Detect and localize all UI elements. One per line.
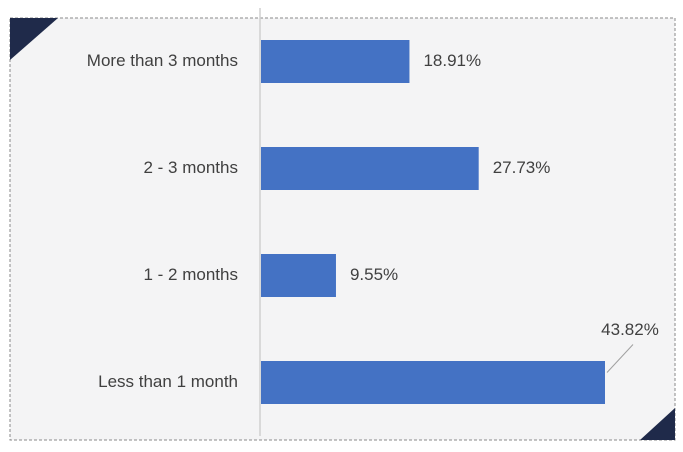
data-label: 27.73% (493, 158, 551, 177)
bar (261, 254, 336, 297)
bar (261, 40, 410, 83)
data-label: 9.55% (350, 265, 398, 284)
data-label: 43.82% (601, 320, 659, 339)
y-tick-label: More than 3 months (87, 51, 238, 70)
leader-line (606, 344, 634, 373)
bar (261, 361, 605, 404)
corner-decoration (640, 408, 675, 440)
y-tick-label: 1 - 2 months (144, 265, 239, 284)
corner-decoration (10, 18, 58, 60)
bar (261, 147, 479, 190)
y-tick-label: Less than 1 month (98, 372, 238, 391)
data-label: 18.91% (423, 51, 481, 70)
y-tick-label: 2 - 3 months (144, 158, 239, 177)
